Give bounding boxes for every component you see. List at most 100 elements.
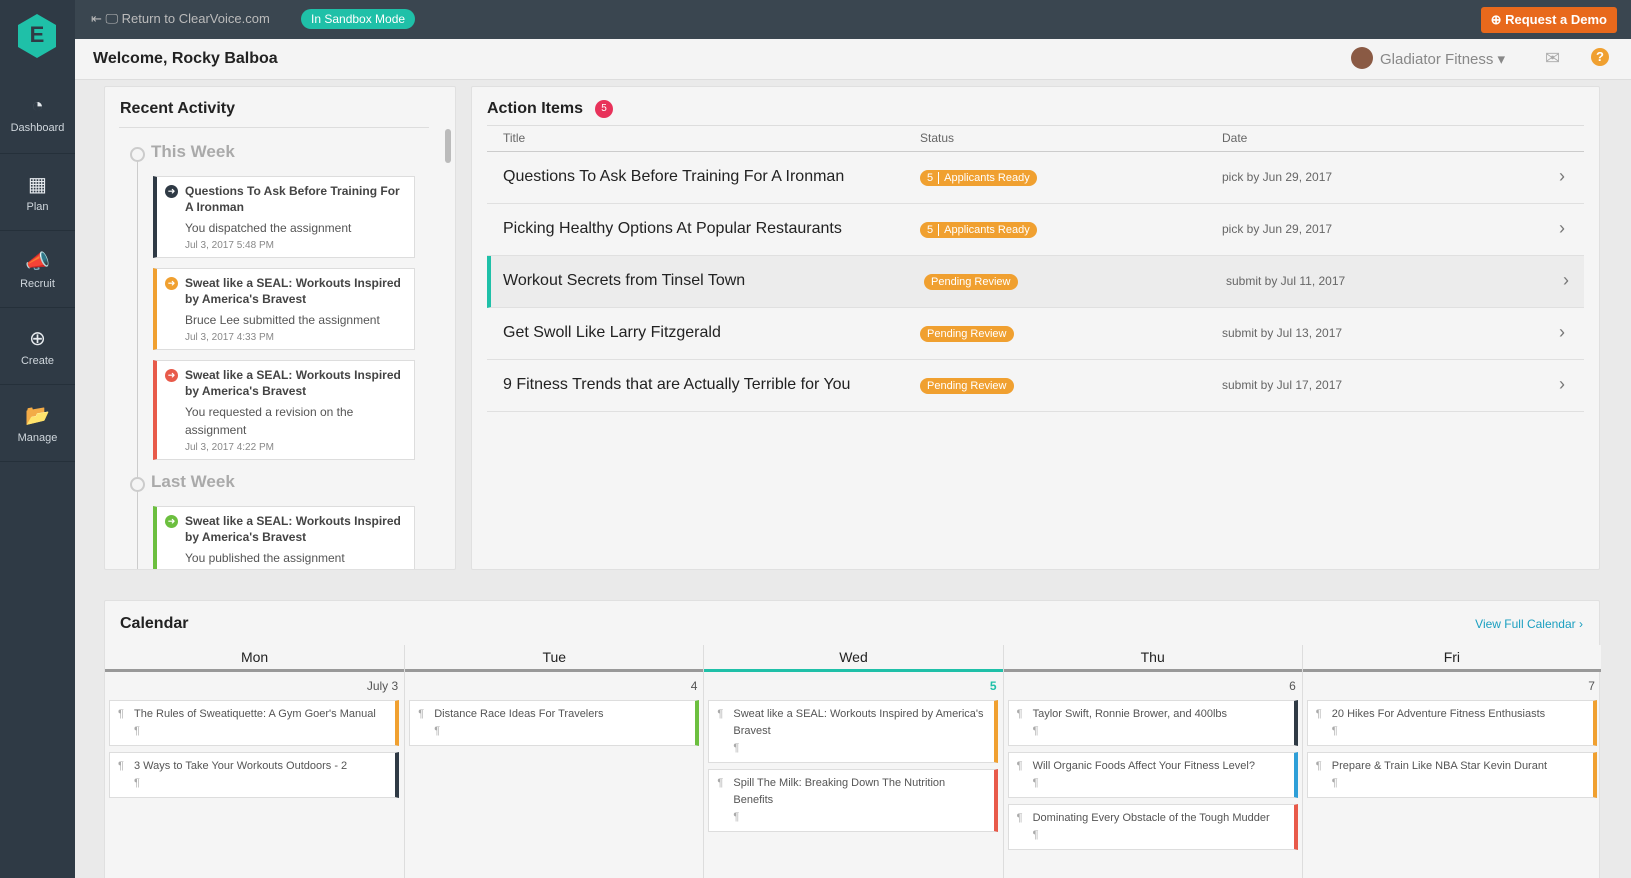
sidebar: E ◔ Dashboard ▦ Plan 📣 Recruit ⊕ Create 📂 Manage — [0, 0, 75, 878]
mail-icon[interactable]: ✉ — [1545, 48, 1561, 68]
column-header: Date — [1222, 131, 1248, 145]
top-bar: ⇤ 🖵 Return to ClearVoice.com In Sandbox … — [75, 0, 1631, 39]
item-title: The Rules of Sweatiquette: A Gym Goer's … — [134, 708, 376, 720]
calendar-item[interactable]: ¶ Distance Race Ideas For Travelers ¶ — [409, 700, 700, 746]
status-icon: ➜ — [165, 369, 178, 382]
day-name: Fri — [1302, 645, 1601, 672]
logo[interactable]: E — [0, 0, 75, 72]
item-para: ¶ — [733, 742, 740, 754]
activity-text: You published the assignment — [185, 551, 345, 565]
status-icon: ➜ — [165, 277, 178, 290]
nav-label: Recruit — [20, 278, 55, 290]
item-icon: ¶ — [717, 777, 724, 789]
action-items-panel: Action Items 5 Title Status Date Questions … — [471, 86, 1600, 570]
status-text: Pending Review — [927, 328, 1007, 340]
welcome: Welcome, Rocky Balboa — [93, 50, 278, 67]
link-text: View Full Calendar — [1475, 617, 1576, 631]
item-icon: ¶ — [1016, 812, 1023, 824]
item-icon: ¶ — [418, 708, 425, 720]
day-date: 7 — [1588, 679, 1595, 693]
nav-item[interactable]: 📂 Manage — [0, 385, 75, 462]
chevron: › — [1559, 374, 1565, 394]
nav-item[interactable]: ⊕ Create — [0, 308, 75, 385]
calendar-item[interactable]: ¶ Spill The Milk: Breaking Down The Nutri… — [708, 769, 999, 832]
row-title: Questions To Ask Before Training For A I… — [503, 168, 845, 185]
item-title: Will Organic Foods Affect Your Fitness L… — [1032, 760, 1255, 772]
day-column: Thu 6 ¶ Taylor Swift, Ronnie Brower, and 40… — [1002, 645, 1302, 878]
row-title: Picking Healthy Options At Popular Resta… — [503, 220, 842, 237]
activity-list: This Week ➜ Questions To Ask Before Traini… — [119, 127, 429, 569]
status-pill: Pending Review — [920, 378, 1014, 394]
row-date: submit by Jul 11, 2017 — [1226, 274, 1346, 288]
item-icon: ¶ — [717, 708, 724, 720]
timeline-dot — [130, 147, 145, 162]
chevron: › — [1563, 270, 1569, 290]
nav-label: Dashboard — [10, 122, 65, 134]
table-header-line — [487, 151, 1584, 152]
item-title: Spill The Milk: Breaking Down The Nutrit… — [733, 777, 946, 806]
return-link[interactable]: ⇤ 🖵 Return to ClearVoice.com — [91, 11, 270, 26]
activity-card[interactable]: ➜ Sweat like a SEAL: Workouts Inspired by… — [153, 360, 415, 460]
nav-item[interactable]: ◔ Dashboard — [0, 77, 75, 154]
scrollbar — [445, 129, 451, 163]
help-icon[interactable]: ? — [1591, 48, 1609, 66]
row-date: submit by Jul 13, 2017 — [1222, 326, 1343, 340]
activity-title: Sweat like a SEAL: Workouts Inspired by … — [185, 276, 401, 306]
group-label: This Week — [151, 142, 235, 161]
action-row[interactable]: Picking Healthy Options At Popular Resta… — [487, 204, 1584, 256]
calendar-link[interactable]: View Full Calendar › — [1475, 617, 1583, 631]
status-pill: 5 Applicants Ready — [920, 222, 1037, 238]
calendar-item[interactable]: ¶ The Rules of Sweatiquette: A Gym Goer's… — [109, 700, 399, 746]
action-row[interactable]: Workout Secrets from Tinsel Town Pending … — [487, 256, 1584, 308]
activity-card[interactable]: ➜ Sweat like a SEAL: Workouts Inspired by… — [153, 268, 415, 350]
activity-time: Jul 3, 2017 4:22 PM — [185, 442, 274, 453]
item-icon: ¶ — [1315, 708, 1322, 720]
action-row[interactable]: 9 Fitness Trends that are Actually Terri… — [487, 360, 1584, 412]
nav-item[interactable]: ▦ Plan — [0, 154, 75, 231]
item-title: 3 Ways to Take Your Workouts Outdoors - … — [134, 760, 348, 772]
nav-icon: 📂 — [25, 405, 50, 427]
calendar-item[interactable]: ¶ 20 Hikes For Adventure Fitness Enthusia… — [1306, 700, 1597, 746]
calendar-item[interactable]: ¶ Dominating Every Obstacle of the Tough … — [1007, 804, 1298, 850]
activity-text: Bruce Lee submitted the assignment — [185, 313, 380, 327]
calendar-item[interactable]: ¶ Taylor Swift, Ronnie Brower, and 400lbs… — [1007, 700, 1298, 746]
item-icon: ¶ — [1016, 708, 1023, 720]
action-row[interactable]: Questions To Ask Before Training For A I… — [487, 152, 1584, 204]
avatar — [1351, 47, 1373, 69]
item-title: 20 Hikes For Adventure Fitness Enthusias… — [1331, 708, 1546, 720]
item-para: ¶ — [434, 725, 441, 737]
nav-label: Create — [20, 355, 55, 367]
applicant-count: 5 — [927, 224, 940, 236]
demo-button[interactable]: ⊕ Request a Demo — [1480, 7, 1617, 33]
item-icon: ¶ — [118, 708, 124, 720]
timeline-line — [137, 158, 138, 569]
day-column: Wed 5 ¶ Sweat like a SEAL: Workouts Inspire… — [703, 645, 1003, 878]
nav-item[interactable]: 📣 Recruit — [0, 231, 75, 308]
header: Welcome, Rocky Balboa Gladiator Fitness … — [75, 39, 1631, 80]
calendar-item[interactable]: ¶ Sweat like a SEAL: Workouts Inspired by… — [708, 700, 999, 763]
calendar-item[interactable]: ¶ Prepare & Train Like NBA Star Kevin Dur… — [1306, 752, 1597, 798]
row-title: Workout Secrets from Tinsel Town — [503, 272, 746, 289]
activity-title: Sweat like a SEAL: Workouts Inspired by … — [185, 368, 401, 398]
panel-title: Calendar — [120, 615, 189, 632]
group-label: Last Week — [151, 472, 235, 491]
account-menu[interactable]: Gladiator Fitness ▾ — [1380, 51, 1506, 68]
status-text: Pending Review — [931, 276, 1011, 288]
item-para: ¶ — [1032, 829, 1039, 841]
activity-card[interactable]: ➜ Sweat like a SEAL: Workouts Inspired by… — [153, 506, 415, 569]
recent-activity-panel: Recent Activity This Week ➜ Questions To A… — [104, 86, 456, 570]
day-column: Fri 7 ¶ 20 Hikes For Adventure Fitness Enth… — [1301, 645, 1601, 878]
svg-text:E: E — [30, 22, 45, 47]
table-header-line — [487, 125, 1584, 126]
sandbox-badge: In Sandbox Mode — [301, 9, 416, 29]
calendar-item[interactable]: ¶ Will Organic Foods Affect Your Fitness … — [1007, 752, 1298, 798]
calendar-item[interactable]: ¶ 3 Ways to Take Your Workouts Outdoors -… — [109, 752, 399, 798]
action-row[interactable]: Get Swoll Like Larry Fitzgerald Pending R… — [487, 308, 1584, 360]
row-date: pick by Jun 29, 2017 — [1222, 222, 1333, 236]
item-title: Dominating Every Obstacle of the Tough M… — [1032, 812, 1270, 824]
day-column: Mon July 3 ¶ The Rules of Sweatiquette: A G… — [105, 645, 405, 878]
activity-card[interactable]: ➜ Questions To Ask Before Training For A … — [153, 176, 415, 258]
item-title: Taylor Swift, Ronnie Brower, and 400lbs — [1032, 708, 1228, 720]
item-title: Prepare & Train Like NBA Star Kevin Dura… — [1331, 760, 1548, 772]
